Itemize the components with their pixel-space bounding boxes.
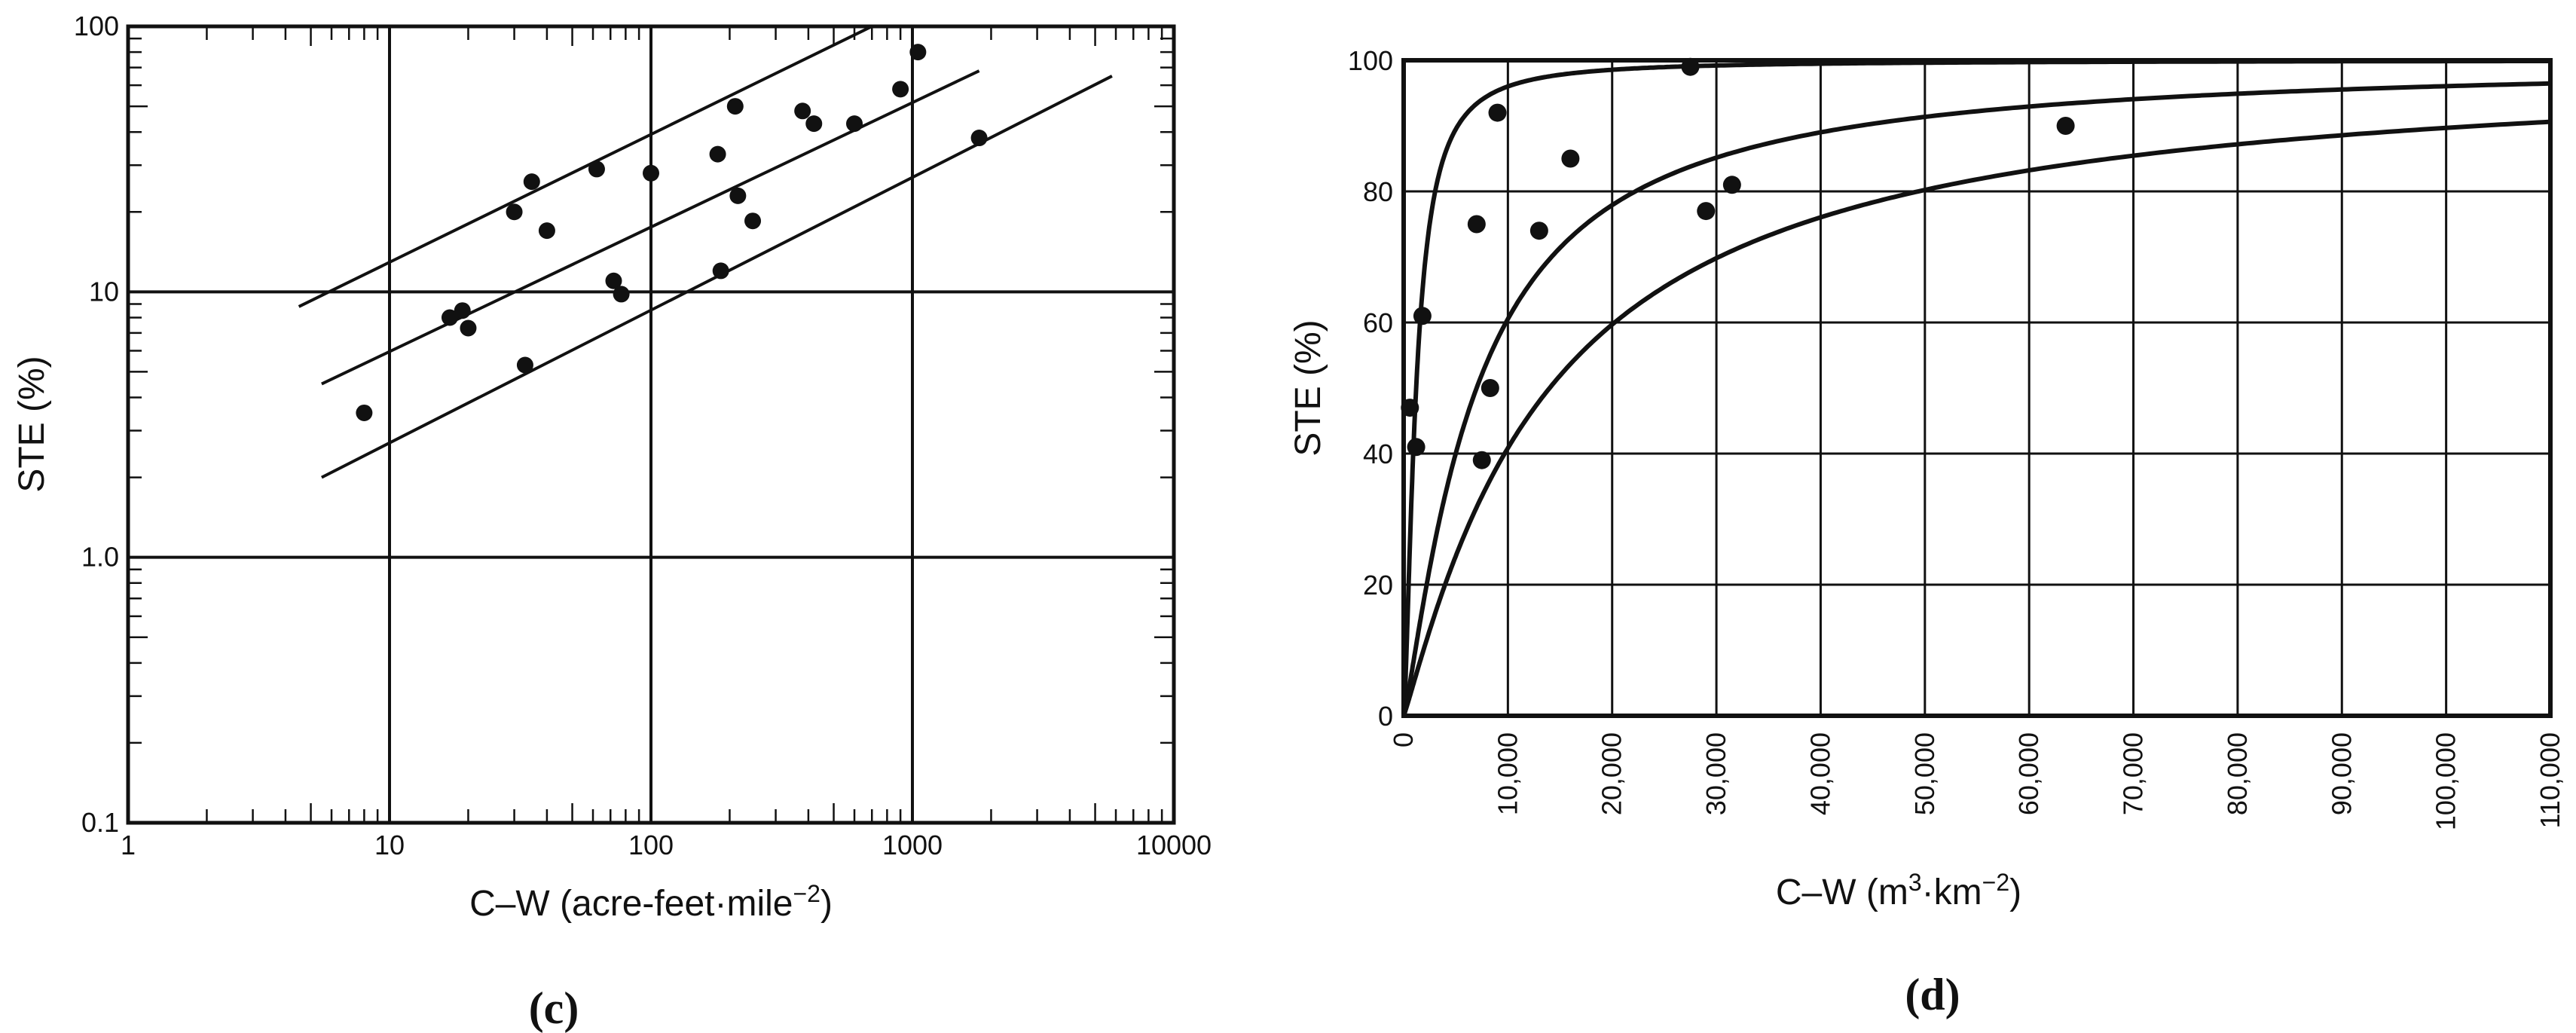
panel-d-data-point xyxy=(2056,117,2075,135)
panel-c-data-point xyxy=(846,115,863,133)
panel-d-curve xyxy=(1401,81,2551,718)
panel-c-data-point xyxy=(523,173,540,191)
panel-d-x-tick-label: 80,000 xyxy=(2222,732,2253,815)
panel-d-y-tick-label: 40 xyxy=(1363,439,1393,469)
panel-d-x-tick-label: 60,000 xyxy=(2013,732,2044,815)
panel-c-grid xyxy=(128,26,1174,823)
panel-d-x-tick-label: 90,000 xyxy=(2326,732,2357,815)
panel-c-data-point xyxy=(506,203,523,221)
panel-c-minor-ticks xyxy=(128,26,1174,823)
panel-d-x-tick-label: 20,000 xyxy=(1597,732,1627,815)
panel-d-data-point xyxy=(1722,176,1741,194)
panel-d-points xyxy=(1401,57,2075,469)
panel-d-x-tick-label: 110,000 xyxy=(2535,732,2565,828)
panel-d-x-tick-label: 30,000 xyxy=(1701,732,1731,815)
panel-d-x-tick-label: 10,000 xyxy=(1492,732,1523,815)
panel-c-data-point xyxy=(441,309,458,326)
panel-c-fit-lines xyxy=(298,25,1113,479)
panel-c-data-point xyxy=(794,102,811,120)
panel-c-y-tick-label: 1.0 xyxy=(81,542,119,573)
panel-c-data-point xyxy=(712,262,729,280)
panel-d-chart: 0 10,000 20,000 30,000 40,000 50,000 60,000 70,… xyxy=(1288,45,2565,1019)
panel-d-curves xyxy=(1401,59,2551,718)
panel-d-x-tick-label: 100,000 xyxy=(2431,732,2461,830)
panel-d-x-tick-label: 70,000 xyxy=(2118,732,2149,815)
panel-c-data-point xyxy=(744,212,762,230)
panel-d-y-tick-label: 100 xyxy=(1348,45,1393,76)
panel-c-x-tick-label: 10000 xyxy=(1136,830,1212,860)
panel-c-data-point xyxy=(613,286,630,303)
panel-c-y-axis-title: STE (%) xyxy=(12,356,52,492)
panel-d-data-point xyxy=(1401,399,1419,417)
panel-c-data-point xyxy=(892,81,909,98)
panel-d-y-tick-labels: 0 20 40 60 80 100 xyxy=(1348,45,1393,732)
panel-c-y-tick-labels: 0.1 1.0 10 100 xyxy=(74,11,119,838)
panel-c-data-point xyxy=(729,187,747,204)
panel-d-data-point xyxy=(1561,149,1580,168)
panel-c-data-point xyxy=(909,44,927,61)
panel-c-data-point xyxy=(588,160,605,178)
panel-d-data-point xyxy=(1488,103,1507,122)
panel-c-points xyxy=(356,44,988,421)
panel-d-data-point xyxy=(1467,215,1486,234)
panel-c-data-point xyxy=(538,222,555,240)
panel-d-y-tick-label: 60 xyxy=(1363,307,1393,338)
panel-d-y-tick-label: 0 xyxy=(1378,701,1393,732)
panel-c-x-tick-label: 1 xyxy=(121,830,136,860)
panel-d-y-axis-title: STE (%) xyxy=(1288,319,1328,456)
panel-d-curve xyxy=(1401,59,2550,718)
panel-d-data-point xyxy=(1681,57,1700,76)
panel-c-x-axis-title: C–W (acre-feet·mile−2) xyxy=(469,880,833,924)
panel-d-curve xyxy=(1401,119,2551,718)
panel-c-data-point xyxy=(516,356,533,374)
panel-c-data-point xyxy=(356,404,373,421)
panel-d-data-point xyxy=(1413,307,1432,325)
panel-c-label: (c) xyxy=(529,983,579,1033)
panel-c-data-point xyxy=(726,98,744,115)
panel-d-x-tick-label: 0 xyxy=(1388,732,1419,747)
panel-c-chart: 1 10 100 1000 10000 0.1 1.0 10 100 C–W (acre-fe… xyxy=(12,11,1212,1033)
panel-c-x-tick-label: 100 xyxy=(628,830,674,860)
panel-c-data-point xyxy=(970,130,988,147)
panel-c-data-point xyxy=(460,319,477,337)
panel-d-x-tick-labels: 0 10,000 20,000 30,000 40,000 50,000 60,000 70,… xyxy=(1388,732,2565,830)
panel-c-y-tick-label: 100 xyxy=(74,11,119,41)
panel-c-data-point xyxy=(454,302,471,319)
panel-d-data-point xyxy=(1481,379,1499,397)
panel-c-y-tick-label: 0.1 xyxy=(81,807,119,838)
panel-d-y-tick-label: 20 xyxy=(1363,570,1393,601)
panel-c-data-point xyxy=(605,272,622,289)
panel-d-data-point xyxy=(1697,202,1716,221)
panel-d-data-point xyxy=(1529,222,1548,240)
panel-d-x-tick-label: 40,000 xyxy=(1804,732,1835,815)
panel-d-data-point xyxy=(1472,451,1491,469)
panel-c-x-tick-label: 10 xyxy=(374,830,405,860)
panel-d-data-point xyxy=(1407,438,1426,457)
panel-d-x-axis-title: C–W (m3·km−2) xyxy=(1776,869,2021,912)
panel-c-x-tick-labels: 1 10 100 1000 10000 xyxy=(121,830,1212,860)
panel-c-data-point xyxy=(805,115,823,133)
panel-c-y-tick-label: 10 xyxy=(89,276,119,307)
panel-c-x-tick-label: 1000 xyxy=(882,830,943,860)
panel-c-fit-line xyxy=(298,25,873,308)
panel-c-data-point xyxy=(643,164,659,182)
panel-d-y-tick-label: 80 xyxy=(1363,176,1393,207)
panel-c-data-point xyxy=(709,145,726,163)
panel-c-fit-line xyxy=(321,69,980,386)
panel-d-x-tick-label: 50,000 xyxy=(1909,732,1940,815)
panel-d-label: (d) xyxy=(1905,970,1960,1019)
